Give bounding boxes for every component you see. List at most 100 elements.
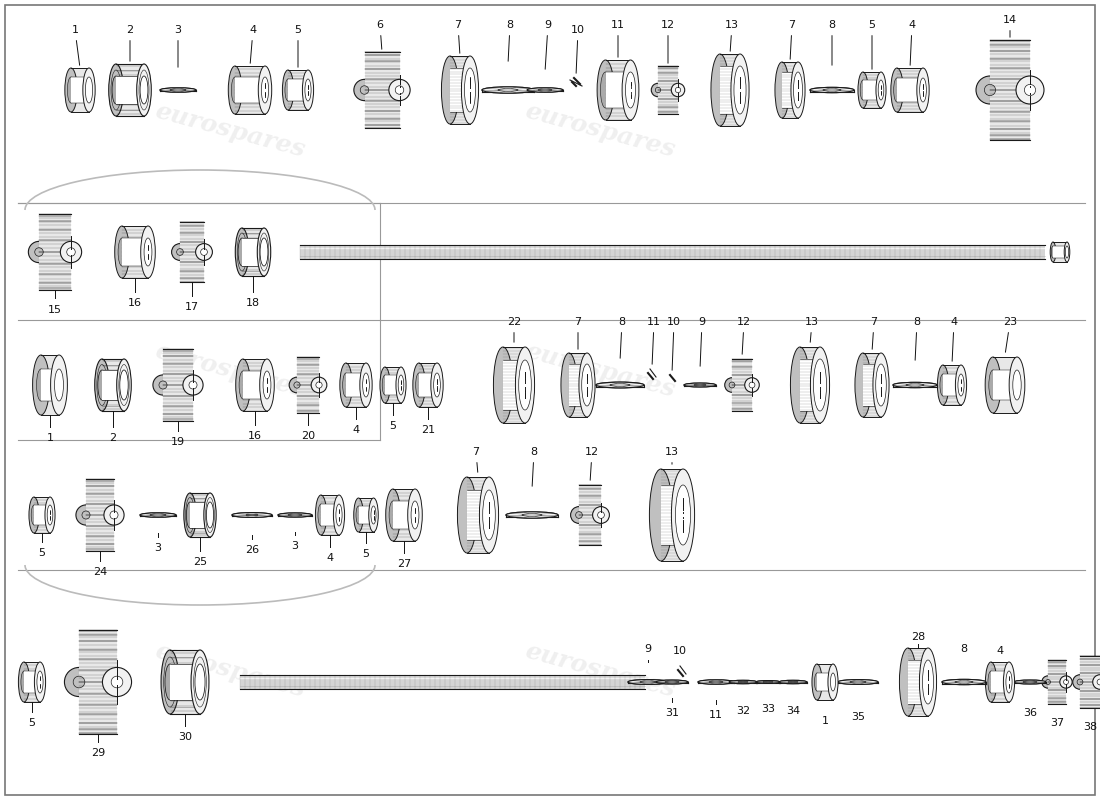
Text: eurospares: eurospares [152, 638, 308, 702]
Ellipse shape [956, 365, 967, 405]
Text: 16: 16 [128, 298, 142, 308]
Ellipse shape [289, 377, 305, 393]
Bar [163, 349, 192, 421]
Ellipse shape [140, 76, 147, 104]
Text: 31: 31 [666, 708, 679, 718]
Ellipse shape [937, 365, 948, 405]
Bar [605, 60, 630, 120]
Ellipse shape [150, 514, 166, 516]
Bar [300, 245, 1045, 259]
Ellipse shape [441, 56, 459, 124]
Ellipse shape [811, 347, 829, 423]
Bar [419, 363, 437, 407]
Text: 3: 3 [292, 541, 298, 551]
Bar [102, 370, 124, 400]
Ellipse shape [791, 62, 805, 118]
Text: 7: 7 [454, 20, 462, 54]
Bar [684, 385, 716, 386]
Bar [122, 226, 149, 278]
Ellipse shape [675, 87, 681, 93]
Text: 4: 4 [250, 25, 256, 63]
Ellipse shape [810, 87, 854, 93]
Ellipse shape [136, 64, 152, 116]
Ellipse shape [955, 681, 974, 683]
Text: 29: 29 [91, 748, 106, 758]
Text: 17: 17 [185, 302, 199, 312]
Ellipse shape [756, 681, 780, 683]
Ellipse shape [793, 72, 803, 108]
Ellipse shape [1013, 370, 1021, 400]
Ellipse shape [482, 87, 534, 93]
Text: 2: 2 [109, 433, 117, 443]
Ellipse shape [246, 514, 258, 516]
Ellipse shape [571, 506, 587, 523]
Ellipse shape [371, 506, 376, 524]
Text: 13: 13 [805, 317, 820, 342]
Bar [170, 650, 200, 714]
Ellipse shape [379, 367, 390, 403]
Ellipse shape [318, 504, 324, 526]
Bar [102, 359, 124, 411]
Ellipse shape [82, 68, 96, 112]
Ellipse shape [356, 506, 361, 524]
Ellipse shape [774, 62, 789, 118]
Bar [993, 357, 1018, 413]
Ellipse shape [656, 680, 688, 684]
Bar [450, 68, 470, 112]
Bar [596, 385, 644, 386]
Text: eurospares: eurospares [152, 338, 308, 402]
Text: 8: 8 [828, 20, 836, 66]
Bar [24, 662, 40, 702]
Ellipse shape [1050, 242, 1056, 262]
Text: 2: 2 [126, 25, 133, 62]
Bar [579, 485, 601, 545]
Bar [661, 485, 683, 545]
Ellipse shape [986, 357, 1001, 413]
Ellipse shape [368, 498, 378, 532]
Ellipse shape [316, 495, 327, 535]
Ellipse shape [311, 377, 327, 393]
Ellipse shape [65, 68, 77, 112]
Ellipse shape [305, 79, 311, 101]
Ellipse shape [920, 78, 926, 102]
Bar [34, 505, 50, 525]
Text: 12: 12 [737, 317, 751, 354]
Bar [450, 56, 470, 124]
Ellipse shape [878, 80, 883, 100]
Text: 3: 3 [154, 543, 162, 553]
Bar [346, 373, 366, 397]
Ellipse shape [729, 680, 757, 684]
Bar [569, 353, 587, 417]
Ellipse shape [382, 375, 388, 395]
Ellipse shape [920, 648, 936, 716]
Ellipse shape [67, 77, 75, 103]
Ellipse shape [433, 373, 440, 397]
Ellipse shape [260, 359, 274, 411]
Ellipse shape [989, 370, 998, 400]
Ellipse shape [698, 680, 734, 684]
Text: 4: 4 [327, 553, 333, 563]
Bar [34, 497, 50, 533]
Bar [72, 77, 89, 103]
Bar [86, 479, 114, 551]
Text: eurospares: eurospares [152, 98, 308, 162]
Ellipse shape [461, 56, 478, 124]
Bar [605, 72, 630, 108]
Ellipse shape [117, 359, 131, 411]
Ellipse shape [876, 72, 886, 108]
Bar [628, 682, 668, 683]
Ellipse shape [51, 355, 67, 415]
Ellipse shape [283, 70, 294, 110]
Ellipse shape [860, 80, 866, 100]
Ellipse shape [140, 513, 176, 517]
Ellipse shape [1014, 680, 1046, 684]
Text: 12: 12 [585, 447, 600, 480]
Bar [864, 80, 881, 100]
Bar [39, 214, 72, 290]
Ellipse shape [779, 680, 807, 684]
Text: 6: 6 [376, 20, 384, 50]
Text: 11: 11 [710, 710, 723, 720]
Ellipse shape [656, 680, 688, 684]
Text: 1: 1 [822, 716, 828, 726]
Ellipse shape [98, 370, 107, 400]
